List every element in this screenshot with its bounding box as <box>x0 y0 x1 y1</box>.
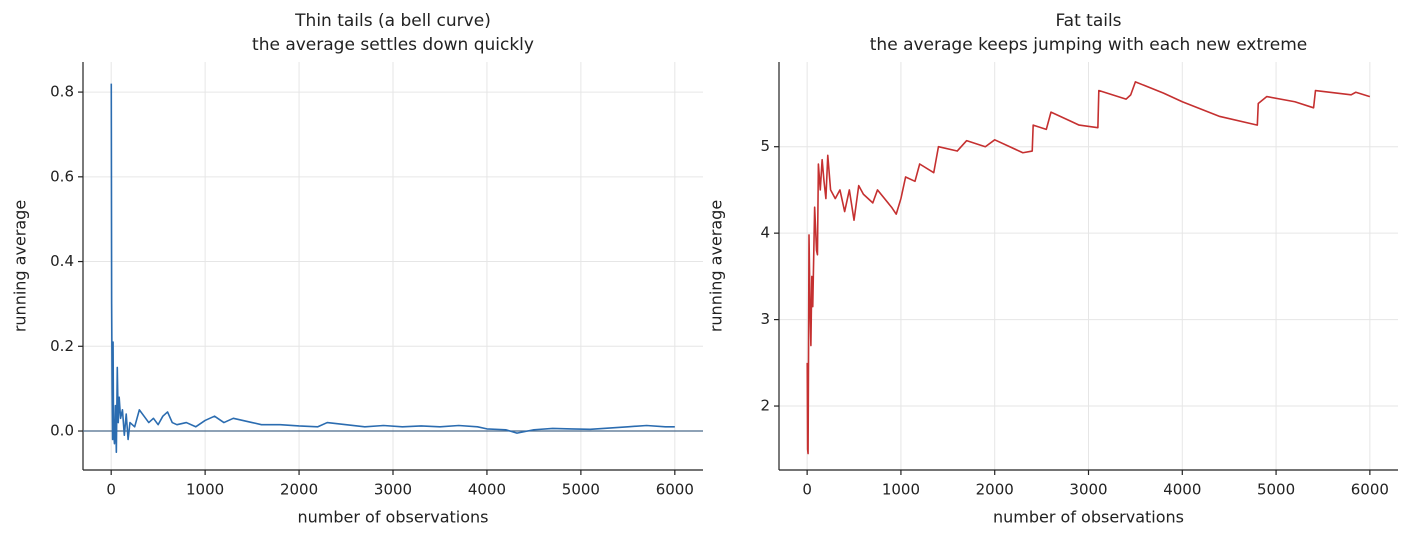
x-tick-label: 1000 <box>186 481 224 499</box>
y-tick-label: 0.0 <box>50 422 74 440</box>
x-tick-label: 6000 <box>1351 481 1389 499</box>
x-axis-label: number of observations <box>298 508 489 527</box>
y-tick-label: 5 <box>760 137 770 155</box>
y-tick-label: 2 <box>760 397 770 415</box>
x-axis-label: number of observations <box>993 508 1184 527</box>
x-tick-label: 1000 <box>882 481 920 499</box>
y-tick-label: 0.6 <box>50 167 74 185</box>
data-line <box>110 83 675 454</box>
chart-subtitle: the average keeps jumping with each new … <box>870 35 1307 55</box>
y-tick-label: 3 <box>760 310 770 328</box>
y-tick-label: 0.4 <box>50 252 74 270</box>
y-axis-label: running average <box>707 200 726 332</box>
x-tick-label: 2000 <box>280 481 318 499</box>
y-tick-label: 0.2 <box>50 337 74 355</box>
x-tick-label: 3000 <box>1069 481 1107 499</box>
x-tick-label: 0 <box>106 481 116 499</box>
y-tick-label: 4 <box>760 224 770 242</box>
y-tick-label: 0.8 <box>50 83 74 101</box>
chart-subtitle: the average settles down quickly <box>252 35 534 55</box>
data-line <box>806 81 1371 455</box>
x-tick-label: 2000 <box>976 481 1014 499</box>
x-tick-label: 3000 <box>374 481 412 499</box>
x-tick-label: 6000 <box>656 481 694 499</box>
x-tick-label: 4000 <box>1163 481 1201 499</box>
x-tick-label: 0 <box>802 481 812 499</box>
chart-title: Thin tails (a bell curve) <box>294 11 491 31</box>
x-tick-label: 5000 <box>562 481 600 499</box>
chart-title: Fat tails <box>1055 11 1121 31</box>
x-tick-label: 5000 <box>1257 481 1295 499</box>
y-axis-label: running average <box>11 200 30 332</box>
x-tick-label: 4000 <box>468 481 506 499</box>
